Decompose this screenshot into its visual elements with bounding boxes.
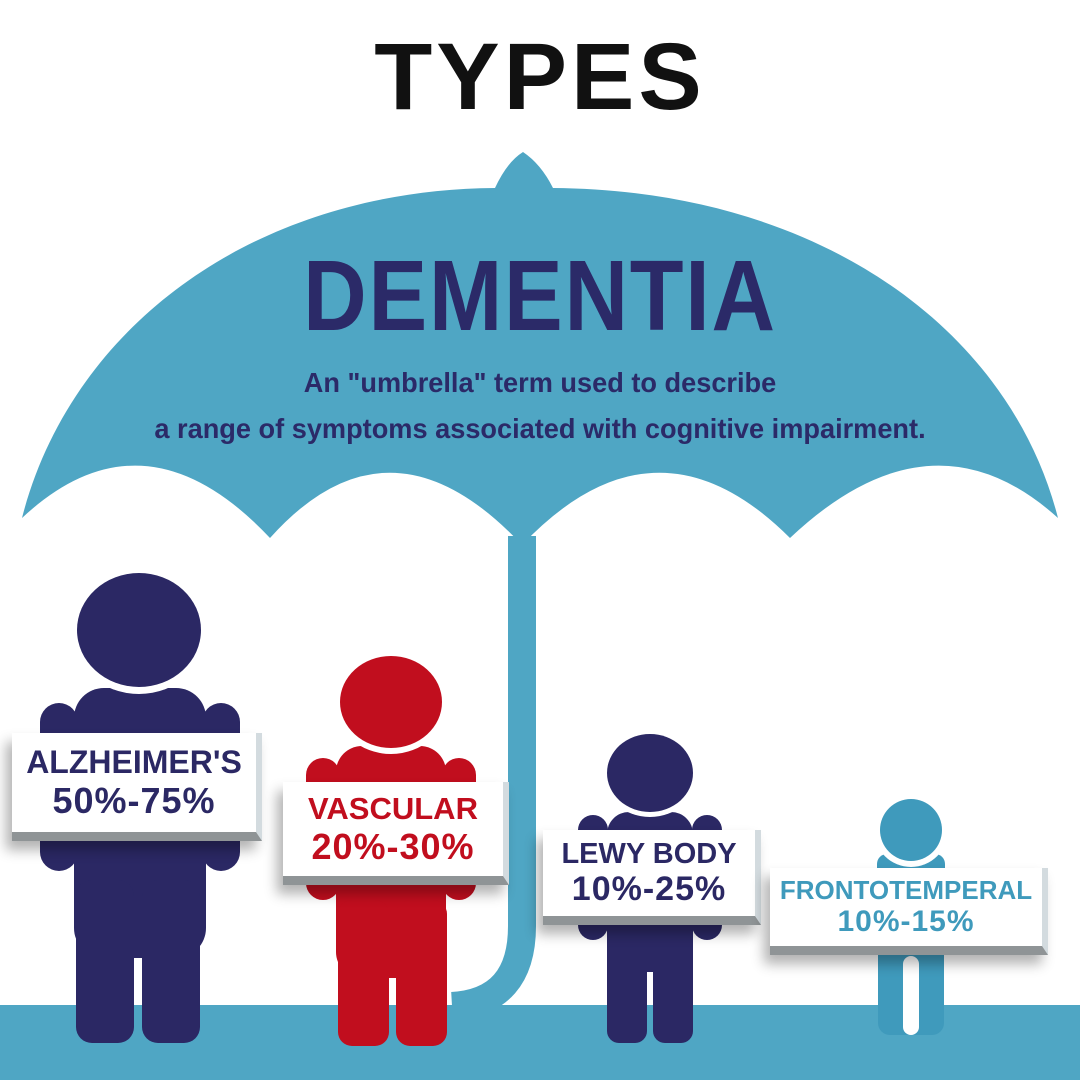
- figure-leg-left: [76, 880, 134, 1043]
- figure-leg-gap: [903, 956, 919, 1035]
- umbrella-canopy: [22, 152, 1058, 545]
- figure-frontotemperal: [874, 793, 948, 1035]
- figure-head: [880, 799, 942, 861]
- figure-leg-left: [338, 900, 389, 1046]
- sign-type-name: ALZHEIMER'S: [26, 744, 242, 781]
- figure-leg-right: [653, 900, 693, 1043]
- page-title: TYPES: [374, 24, 706, 130]
- sign-type-share: 20%-30%: [311, 826, 475, 868]
- figure-leg-left: [607, 900, 647, 1043]
- sign-alzheimers: ALZHEIMER'S 50%-75%: [12, 733, 262, 841]
- sign-type-name: VASCULAR: [308, 791, 478, 827]
- sign-frontotemperal: FRONTOTEMPERAL 10%-15%: [770, 868, 1048, 955]
- figure-head: [607, 734, 693, 812]
- umbrella-description: An "umbrella" term used to describe a ra…: [16, 360, 1064, 452]
- figure-leg-right: [142, 880, 200, 1043]
- sign-type-name: FRONTOTEMPERAL: [779, 874, 1033, 905]
- umbrella-description-line2: a range of symptoms associated with cogn…: [154, 413, 926, 444]
- umbrella-label: DEMENTIA: [303, 240, 777, 352]
- figure-head: [77, 573, 201, 687]
- umbrella-pole: [450, 536, 536, 1020]
- figure-leg-right: [396, 900, 447, 1046]
- sign-type-share: 50%-75%: [52, 780, 216, 822]
- sign-type-name: LEWY BODY: [561, 837, 737, 870]
- figure-head: [340, 656, 442, 748]
- sign-type-share: 10%-25%: [571, 869, 727, 908]
- sign-vascular: VASCULAR 20%-30%: [283, 782, 509, 885]
- umbrella-description-line1: An "umbrella" term used to describe: [303, 367, 777, 398]
- sign-lewy-body: LEWY BODY 10%-25%: [543, 830, 761, 925]
- sign-type-share: 10%-15%: [837, 905, 975, 939]
